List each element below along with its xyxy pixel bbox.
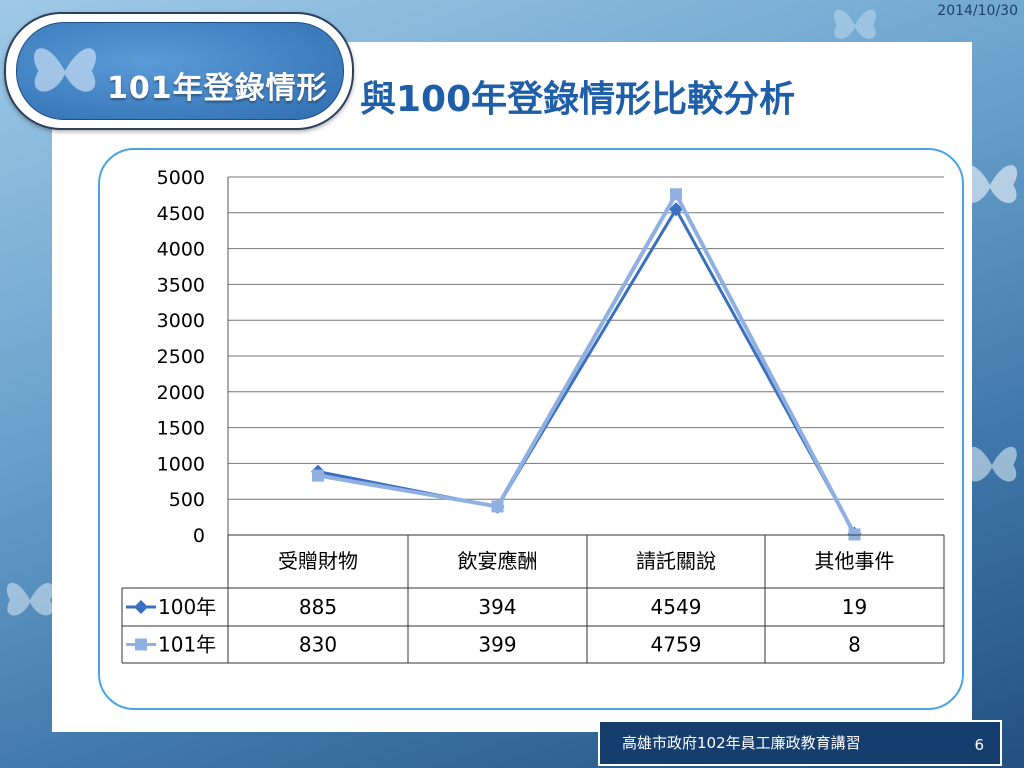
series-line — [317, 190, 857, 536]
butterfly-icon — [34, 48, 96, 92]
data-point-square — [491, 500, 504, 513]
footer-org: 高雄市政府102年員工廉政教育講習 — [622, 734, 861, 752]
table-cell-value: 399 — [478, 633, 516, 657]
data-point-square — [848, 528, 861, 541]
slide-title: 與100年登錄情形比較分析 — [360, 79, 796, 120]
series-lines — [311, 188, 862, 541]
y-tick-label: 500 — [169, 489, 205, 511]
series-name: 101年 — [158, 633, 216, 657]
footer-bar: 高雄市政府102年員工廉政教育講習 6 — [598, 720, 1002, 766]
legend-key-marker — [134, 600, 148, 614]
chart-gridlines — [227, 176, 944, 536]
data-point-square — [312, 469, 324, 482]
data-table: 受贈財物 飲宴應酬 請託關說 其他事件 100年 885 394 4549 19 101年 830 3… — [121, 534, 945, 664]
y-tick-label: 2000 — [157, 382, 205, 404]
chart-frame — [98, 148, 964, 710]
series-line — [317, 206, 856, 535]
section-badge-fill: 101年登錄情形 — [16, 22, 344, 120]
table-cell-value: 4759 — [651, 633, 702, 657]
y-tick-label: 3500 — [157, 274, 205, 296]
butterfly-decoration-icon — [833, 9, 877, 40]
table-cell-value: 4549 — [651, 595, 702, 619]
y-tick-label: 4500 — [157, 203, 205, 225]
category-label: 飲宴應酬 — [458, 549, 538, 573]
category-label: 其他事件 — [815, 549, 895, 573]
y-tick-label: 1500 — [157, 418, 205, 440]
butterfly-decoration-icon — [962, 165, 1018, 204]
table-cell-value: 19 — [842, 595, 867, 619]
y-axis-ticks: 0 500 1000 1500 2000 2500 3000 3500 4000 4500 5000 — [157, 167, 205, 547]
y-tick-label: 2500 — [157, 346, 205, 368]
table-cell-value: 394 — [478, 595, 516, 619]
slide-date: 2014/10/30 — [937, 3, 1018, 19]
table-cell-value: 885 — [299, 595, 337, 619]
section-badge: 101年登錄情形 — [4, 12, 354, 130]
table-cell-value: 8 — [848, 633, 861, 657]
y-tick-label: 0 — [193, 525, 205, 547]
y-tick-label: 5000 — [157, 167, 205, 189]
y-tick-label: 4000 — [157, 239, 205, 261]
legend-key-marker — [135, 638, 147, 651]
y-tick-label: 3000 — [157, 310, 205, 332]
butterfly-decoration-icon — [967, 446, 1017, 482]
page-number: 6 — [974, 736, 984, 754]
section-badge-label: 101年登錄情形 — [107, 71, 328, 106]
data-point-square — [670, 188, 682, 201]
series-name: 100年 — [158, 595, 216, 619]
butterfly-decoration-icon — [6, 582, 54, 616]
y-tick-label: 1000 — [157, 453, 205, 475]
table-cell-value: 830 — [299, 633, 337, 657]
data-point-diamond — [669, 202, 683, 217]
category-label: 請託關說 — [636, 549, 716, 573]
category-label: 受贈財物 — [278, 549, 358, 573]
